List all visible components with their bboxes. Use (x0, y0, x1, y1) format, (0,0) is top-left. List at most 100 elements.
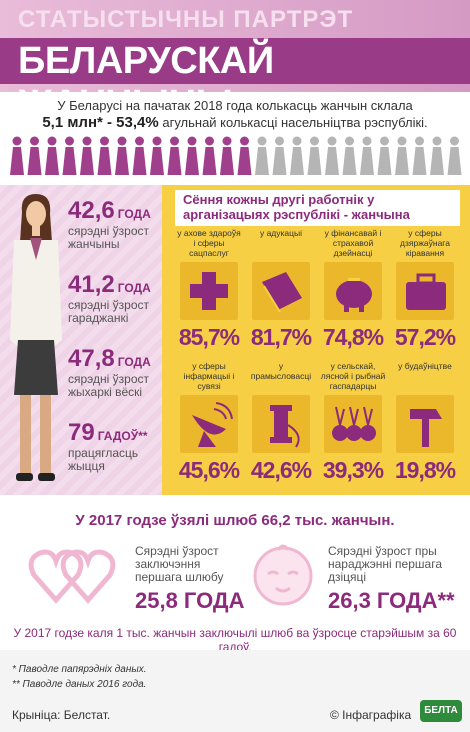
baby-icon (253, 544, 313, 606)
hearts-icon (28, 549, 116, 604)
stat-label: працягласць жыцця (68, 446, 139, 473)
icon-part (167, 147, 182, 175)
icon-part (115, 147, 129, 175)
icon-part (380, 136, 389, 146)
icon-part (222, 136, 232, 146)
icon-part (190, 284, 228, 298)
icon-part (270, 437, 292, 443)
icon-part (213, 402, 233, 420)
icon-part (346, 425, 362, 441)
stat-unit: ГАДОЎ** (97, 429, 148, 443)
icon-part (342, 147, 357, 175)
icon-part (349, 406, 359, 426)
sector-label: у прамысловасці (250, 361, 312, 381)
icon-part (430, 147, 444, 175)
icon-part (80, 147, 94, 175)
logo: БЕЛТА (420, 700, 462, 722)
title-top: СТАТЫСТЫЧНЫ ПАРТРЭТ (18, 6, 354, 33)
icon-part (327, 136, 337, 146)
icon-part (336, 280, 372, 308)
intro-highlight: 5,1 млн* - 53,4% (42, 114, 159, 131)
sector-icon (324, 262, 382, 320)
sector-value: 42,6% (250, 457, 312, 483)
marriage-title: У 2017 годзе ўзялі шлюб 66,2 тыс. жанчын… (75, 512, 395, 529)
sector-value: 57,2% (394, 324, 456, 350)
woman-figure (10, 194, 62, 481)
footnote: ** Паводле даных 2016 года. (12, 679, 147, 690)
icon-part (62, 147, 77, 175)
icon-part (152, 136, 162, 146)
sector-label: у сферы інфармацыі і сувязі (183, 361, 235, 391)
icon-part (344, 304, 349, 312)
icon-part (406, 282, 446, 310)
sector-icon (396, 262, 454, 320)
sector-value: 39,3% (322, 457, 384, 483)
icon-part (132, 147, 147, 175)
icon-part (415, 136, 424, 146)
icon-part (262, 272, 302, 310)
icon-part (170, 136, 179, 146)
icon-part (362, 136, 372, 146)
icon-part (432, 136, 442, 146)
icon-part (272, 147, 287, 175)
icon-part (220, 147, 234, 175)
sector-label: у ахове здароўя і сферы сацпаслуг (177, 228, 241, 258)
icon-part (198, 431, 216, 447)
icon-part (359, 304, 364, 312)
marriage-value: 25,8 ГОДА (135, 588, 245, 613)
icon-part (310, 136, 319, 146)
people-icons (10, 136, 462, 175)
icon-part (150, 147, 164, 175)
sector-icon (252, 262, 310, 320)
icon-part (410, 409, 442, 419)
icon-part (292, 136, 302, 146)
workers-title: Сёння кожны другі работнік у арганізацыя… (175, 190, 460, 226)
icon-part (187, 136, 197, 146)
intro-text: агульнай колькасці насельніцтва рэспублі… (162, 115, 428, 130)
stat-row: 79 ГАДОЎ** (68, 419, 148, 447)
source: Крыніца: Белстат. (12, 708, 111, 722)
sector-label: у сельскай, лясной і рыбнай гаспадарцы (320, 361, 386, 391)
intro-line: 5,1 млн* - 53,4% агульнай колькасці насе… (0, 114, 470, 131)
sector-value: 19,8% (394, 457, 456, 483)
icon-part (332, 425, 348, 441)
icon-part (290, 147, 304, 175)
icon-part (135, 136, 144, 146)
icon-part (27, 147, 42, 175)
icon-part (397, 136, 407, 146)
icon-part (65, 136, 74, 146)
sector-label: у сферы дзяржаўнага кіравання (400, 228, 450, 258)
credit: © Інфаграфіка (330, 708, 412, 722)
icon-part (447, 147, 462, 175)
stat-unit: ГОДА (117, 355, 151, 369)
stat-value: 41,2 (68, 271, 115, 298)
sector-value: 45,6% (178, 457, 240, 483)
icon-part (10, 147, 24, 175)
child-value: 26,3 ГОДА** (328, 588, 455, 613)
icon-part (377, 147, 392, 175)
stat-label: сярэдні ўзрост гараджанкі (68, 298, 150, 325)
stat-row: 42,6 ГОДА (68, 197, 151, 225)
child-label: Сярэдні ўзрост пры нараджэнні першага дз… (328, 545, 448, 584)
stat-unit: ГОДА (117, 281, 151, 295)
icon-part (47, 136, 57, 146)
icon-part (202, 147, 217, 175)
stat-value: 79 (68, 419, 95, 446)
icon-part (363, 406, 373, 426)
icon-part (450, 136, 459, 146)
icon-part (12, 136, 22, 146)
icon-part (100, 136, 109, 146)
icon-part (395, 147, 409, 175)
sector-icon (180, 395, 238, 453)
icon-part (335, 406, 345, 426)
sector-icon (180, 262, 238, 320)
icon-part (192, 415, 226, 435)
icon-part (97, 147, 112, 175)
icon-part (82, 136, 92, 146)
icon-part (307, 147, 322, 175)
icon-part (30, 136, 39, 146)
icon-part (348, 278, 360, 281)
icon-part (360, 147, 374, 175)
icon-part (205, 136, 214, 146)
